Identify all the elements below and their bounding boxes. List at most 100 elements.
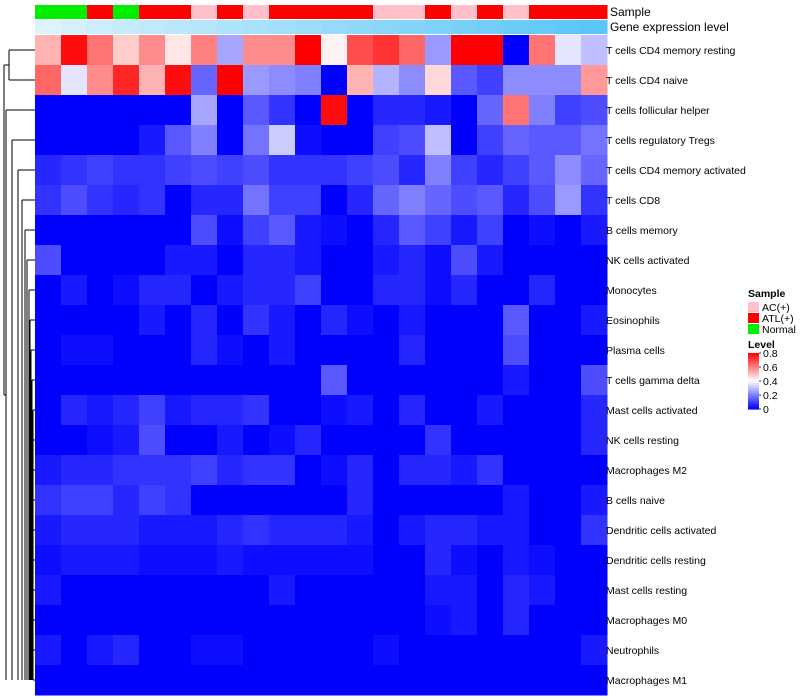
heatmap-cell (139, 335, 166, 366)
heatmap-cell (139, 485, 166, 516)
heatmap-cell (581, 125, 608, 156)
heatmap-cell (529, 395, 556, 426)
heatmap-cell (217, 65, 244, 96)
expression-annotation-cell (295, 20, 322, 34)
heatmap-cell (425, 665, 452, 696)
heatmap-cell (269, 35, 296, 66)
heatmap-cell (555, 575, 582, 606)
heatmap-cell (35, 65, 62, 96)
heatmap-cell (451, 485, 478, 516)
expression-annotation-cell (113, 20, 140, 34)
heatmap-cell (555, 605, 582, 636)
heatmap-cell (87, 515, 114, 546)
heatmap-cell (243, 35, 270, 66)
heatmap-cell (477, 665, 504, 696)
row-label: Macrophages M0 (606, 615, 687, 627)
heatmap-cell (35, 335, 62, 366)
expression-annotation-cell (87, 20, 114, 34)
heatmap-cell (321, 65, 348, 96)
heatmap-cell (477, 185, 504, 216)
heatmap-cell (113, 365, 140, 396)
heatmap-cell (295, 575, 322, 606)
heatmap-cell (295, 95, 322, 126)
legend-level-gradient-segment (748, 403, 759, 406)
sample-annotation-cell (503, 5, 530, 19)
heatmap-cell (139, 515, 166, 546)
heatmap-cell (451, 365, 478, 396)
heatmap-cell (425, 305, 452, 336)
heatmap-cell (451, 425, 478, 456)
heatmap-cell (451, 395, 478, 426)
heatmap-cell (113, 575, 140, 606)
heatmap-cell (529, 215, 556, 246)
heatmap-cell (87, 275, 114, 306)
heatmap-cell (477, 455, 504, 486)
heatmap-cell (529, 305, 556, 336)
heatmap-cell (243, 125, 270, 156)
heatmap-cell (321, 455, 348, 486)
heatmap-cell (347, 425, 374, 456)
legend-level-gradient-segment (748, 383, 759, 386)
heatmap-cell (399, 425, 426, 456)
heatmap-cell (321, 95, 348, 126)
heatmap-cell (477, 125, 504, 156)
heatmap-cell (295, 425, 322, 456)
heatmap-cell (269, 185, 296, 216)
heatmap-cell (581, 635, 608, 666)
heatmap-cell (191, 305, 218, 336)
heatmap-cell (425, 395, 452, 426)
heatmap-cell (269, 335, 296, 366)
legend-level-gradient-segment (748, 405, 759, 408)
heatmap-cell (61, 365, 88, 396)
heatmap-cell (477, 545, 504, 576)
heatmap-cell (295, 395, 322, 426)
heatmap-cell (191, 425, 218, 456)
heatmap-cell (243, 665, 270, 696)
heatmap-cell (35, 395, 62, 426)
heatmap-cell (451, 515, 478, 546)
heatmap-cell (217, 545, 244, 576)
heatmap-cell (269, 245, 296, 276)
row-label: B cells memory (606, 225, 679, 237)
sample-annotation-cell (165, 5, 192, 19)
heatmap-cell (113, 185, 140, 216)
sample-annotation-cell (243, 5, 270, 19)
legend-level-gradient-segment (748, 391, 759, 394)
heatmap-cell (373, 485, 400, 516)
heatmap-cell (191, 215, 218, 246)
heatmap-cell (87, 665, 114, 696)
heatmap-cell (191, 275, 218, 306)
heatmap-cell (399, 185, 426, 216)
heatmap-cell (321, 275, 348, 306)
heatmap-cell (425, 515, 452, 546)
heatmap-cell (139, 35, 166, 66)
heatmap-cell (503, 215, 530, 246)
heatmap-cell (529, 575, 556, 606)
heatmap-cell (243, 365, 270, 396)
heatmap-cell (113, 35, 140, 66)
heatmap-cell (61, 515, 88, 546)
heatmap-cell (243, 545, 270, 576)
heatmap-cell (243, 635, 270, 666)
heatmap-cell (61, 425, 88, 456)
legend-sample-swatch (748, 302, 759, 312)
heatmap-cell (35, 545, 62, 576)
heatmap-cell (35, 515, 62, 546)
heatmap-cell (581, 665, 608, 696)
heatmap-cell (347, 635, 374, 666)
heatmap-cell (581, 515, 608, 546)
heatmap-cell (477, 485, 504, 516)
heatmap-cell (555, 545, 582, 576)
sample-annotation-cell (347, 5, 374, 19)
legend-level-gradient-segment (748, 379, 759, 382)
heatmap-cell (321, 665, 348, 696)
sample-annotation-cell (555, 5, 582, 19)
legend-level-gradient-segment (748, 353, 759, 356)
heatmap-cell (269, 215, 296, 246)
row-label: Dendritic cells activated (606, 525, 716, 537)
heatmap-cell (555, 35, 582, 66)
heatmap-cell (191, 125, 218, 156)
heatmap-cell (165, 545, 192, 576)
heatmap-cell (581, 35, 608, 66)
heatmap-cell (35, 425, 62, 456)
